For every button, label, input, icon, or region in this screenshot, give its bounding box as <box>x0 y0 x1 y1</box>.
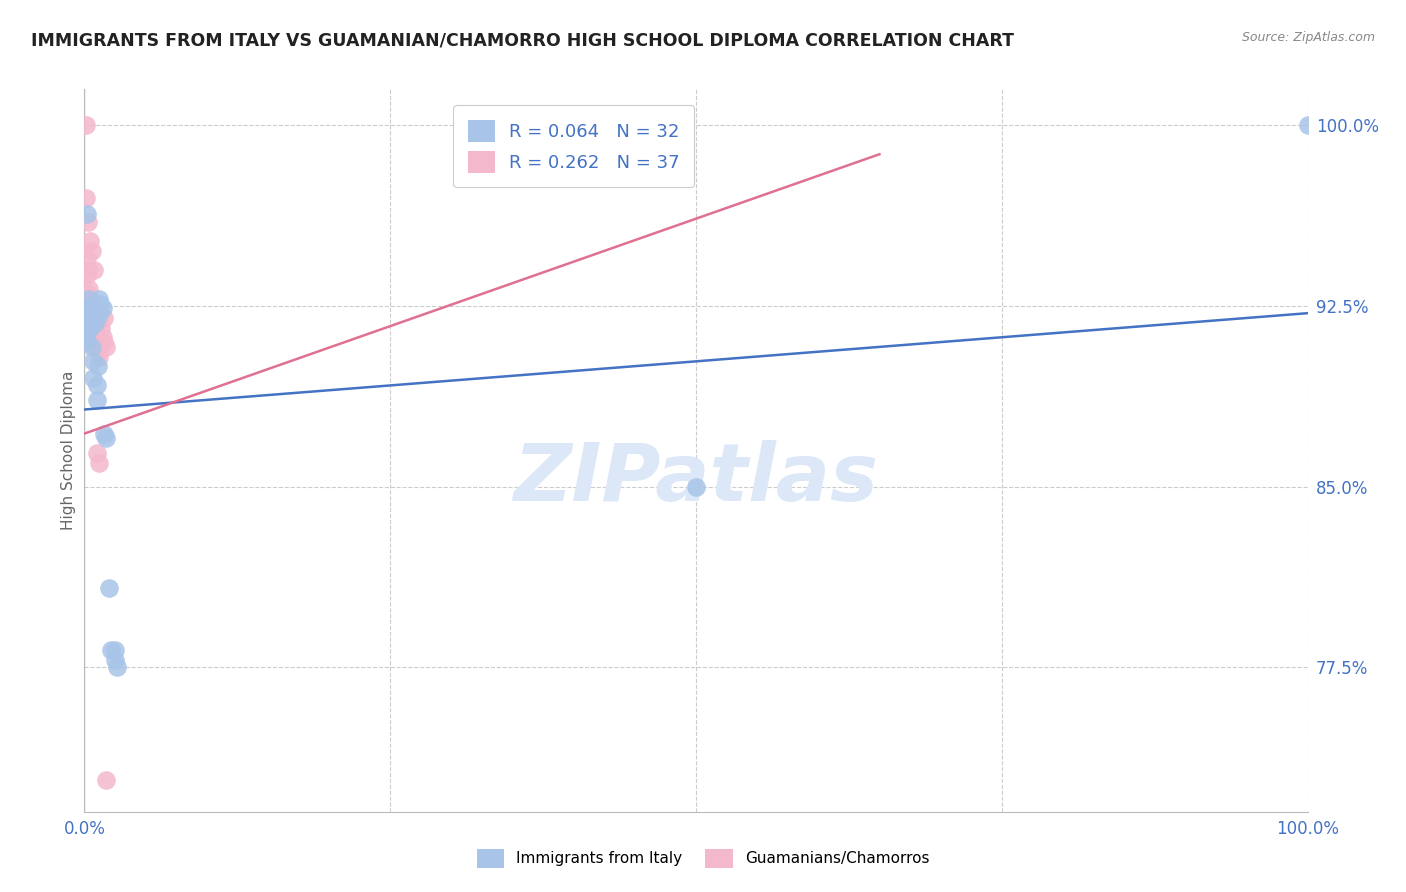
Point <box>87 292 110 306</box>
Point <box>87 455 110 469</box>
Point <box>100 643 122 657</box>
Point <box>86 340 108 354</box>
Point <box>80 311 103 326</box>
Point <box>86 446 108 460</box>
Point <box>76 334 98 349</box>
Point <box>91 301 114 316</box>
Point <box>96 432 118 446</box>
Point <box>97 581 120 595</box>
Point <box>79 311 101 326</box>
Point <box>79 311 101 326</box>
Point <box>89 296 111 310</box>
Point <box>82 316 104 330</box>
Text: ZIPatlas: ZIPatlas <box>513 441 879 518</box>
Point <box>80 244 103 258</box>
Point <box>87 306 110 320</box>
Point <box>105 660 128 674</box>
Point <box>93 334 115 349</box>
Point <box>83 263 105 277</box>
Point <box>96 340 118 354</box>
Point <box>77 301 100 316</box>
Point <box>83 330 105 344</box>
Point <box>82 330 104 344</box>
Point <box>93 426 115 441</box>
Point <box>87 359 110 374</box>
Point <box>83 306 105 320</box>
Point <box>84 316 107 330</box>
Point <box>104 653 127 667</box>
Point <box>80 340 103 354</box>
Point <box>79 320 101 334</box>
Point <box>79 234 101 248</box>
Point <box>77 311 100 326</box>
Point <box>77 263 100 277</box>
Point <box>82 354 104 368</box>
Point <box>84 340 107 354</box>
Point <box>89 311 111 326</box>
Point <box>104 643 127 657</box>
Point <box>87 344 110 359</box>
Point <box>86 311 108 326</box>
Point <box>82 371 104 385</box>
Point <box>86 378 108 392</box>
Point <box>77 292 100 306</box>
Point <box>77 301 100 316</box>
Point <box>76 251 98 265</box>
Point <box>86 330 108 344</box>
Point <box>76 207 98 221</box>
Point <box>86 392 108 407</box>
Point <box>91 330 114 344</box>
Point <box>76 268 98 282</box>
Legend: R = 0.064   N = 32, R = 0.262   N = 37: R = 0.064 N = 32, R = 0.262 N = 37 <box>453 105 695 187</box>
Point <box>90 320 112 334</box>
Point <box>79 299 101 313</box>
Y-axis label: High School Diploma: High School Diploma <box>60 371 76 530</box>
Point <box>685 480 707 494</box>
Point <box>87 343 110 357</box>
Point <box>80 320 103 334</box>
Point <box>93 311 115 326</box>
Point <box>96 773 118 788</box>
Point <box>83 306 105 320</box>
Point <box>75 119 97 133</box>
Point <box>1296 119 1319 133</box>
Point <box>80 301 103 316</box>
Point <box>77 320 100 334</box>
Text: Source: ZipAtlas.com: Source: ZipAtlas.com <box>1241 31 1375 45</box>
Point <box>77 215 100 229</box>
Point <box>77 292 100 306</box>
Point <box>87 350 110 364</box>
Point <box>77 282 100 296</box>
Point <box>75 330 97 344</box>
Legend: Immigrants from Italy, Guamanians/Chamorros: Immigrants from Italy, Guamanians/Chamor… <box>471 843 935 873</box>
Point <box>84 326 107 340</box>
Text: IMMIGRANTS FROM ITALY VS GUAMANIAN/CHAMORRO HIGH SCHOOL DIPLOMA CORRELATION CHAR: IMMIGRANTS FROM ITALY VS GUAMANIAN/CHAMO… <box>31 31 1014 49</box>
Point <box>77 286 100 301</box>
Point <box>75 191 97 205</box>
